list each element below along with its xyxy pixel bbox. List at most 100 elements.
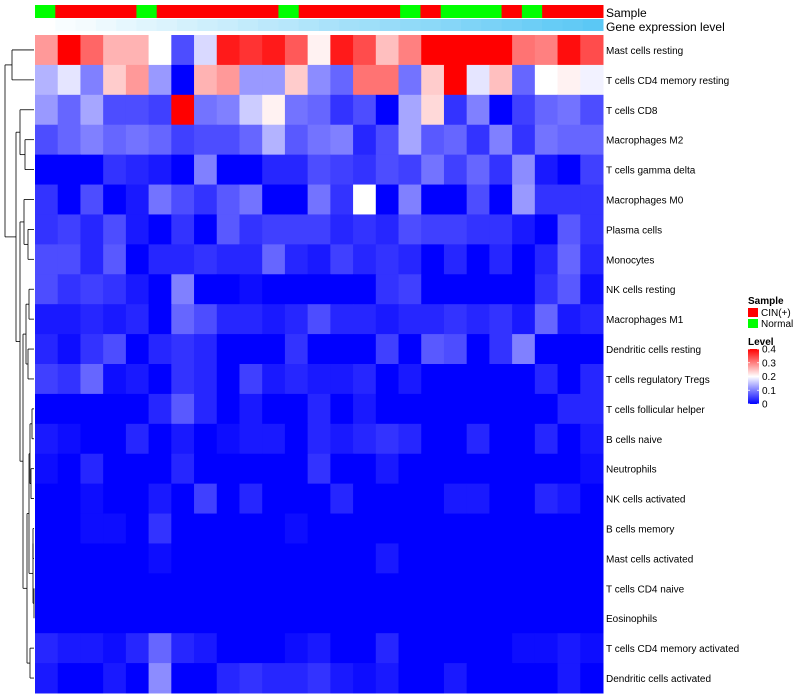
heatmap-cell (284, 35, 309, 66)
row-label: Plasma cells (606, 225, 662, 236)
heatmap-cell (80, 64, 104, 96)
heatmap-cell (239, 573, 263, 604)
heatmap-cell (194, 214, 218, 245)
heatmap-cell (57, 244, 81, 275)
heatmap-cell (194, 603, 218, 634)
heatmap-cell (262, 663, 286, 694)
heatmap-cell (353, 364, 377, 395)
row-label: Macrophages M2 (606, 136, 684, 147)
heatmap-cell (284, 214, 309, 245)
legend-tick-label: 0.4 (762, 345, 776, 356)
heatmap-cell (375, 304, 400, 335)
heatmap-cell (171, 334, 195, 365)
heatmap-cell (125, 154, 150, 186)
heatmap-cell (330, 214, 354, 245)
heatmap-cell (330, 393, 354, 425)
heatmap-cell (103, 663, 127, 694)
expression-annotation-cell (400, 19, 421, 31)
heatmap-cell (330, 64, 354, 96)
expression-annotation-cell (298, 19, 320, 31)
row-label: T cells CD4 memory resting (606, 76, 729, 87)
heatmap-cell (489, 423, 513, 455)
heatmap-cell (307, 35, 331, 66)
heatmap-cell (421, 274, 445, 305)
heatmap-cell (512, 184, 536, 215)
heatmap-cell (148, 423, 172, 455)
heatmap-cell (534, 184, 559, 215)
heatmap-cell (466, 573, 490, 604)
heatmap-cell (125, 603, 150, 634)
heatmap-cell (580, 573, 604, 604)
heatmap-cell (125, 94, 150, 126)
heatmap-cell (194, 244, 218, 275)
heatmap-cell (148, 274, 172, 305)
heatmap-cell (57, 94, 81, 126)
heatmap-cell (103, 393, 127, 425)
heatmap-cell (443, 603, 468, 634)
heatmap-cell (466, 603, 490, 634)
heatmap-cell (148, 304, 172, 335)
heatmap-cell (239, 184, 263, 215)
heatmap-cell (353, 603, 377, 634)
heatmap-cell (35, 513, 59, 544)
heatmap-cell (239, 244, 263, 275)
heatmap-cell (421, 543, 445, 574)
heatmap-cell (284, 364, 309, 395)
heatmap-cell (148, 35, 172, 66)
heatmap-cell (307, 543, 331, 574)
heatmap-cell (262, 244, 286, 275)
heatmap-cell (171, 603, 195, 634)
heatmap-cell (194, 124, 218, 156)
heatmap-cell (307, 453, 331, 485)
heatmap-cell (330, 543, 354, 574)
heatmap-cell (194, 513, 218, 544)
heatmap-cell (398, 184, 422, 215)
heatmap-cell (171, 154, 195, 186)
heatmap-cell (421, 423, 445, 455)
heatmap-cell (35, 453, 59, 485)
heatmap-cell (580, 304, 604, 335)
heatmap-cell (580, 453, 604, 485)
heatmap-cell (353, 94, 377, 126)
heatmap-cell (375, 513, 400, 544)
heatmap-cell (216, 573, 240, 604)
heatmap-cell (580, 423, 604, 455)
heatmap-cell (443, 663, 468, 694)
heatmap-cell (125, 334, 150, 365)
heatmap-cell (262, 184, 286, 215)
heatmap-cell (35, 184, 59, 215)
heatmap-cell (443, 35, 468, 66)
row-label: Mast cells resting (606, 46, 683, 57)
row-label: T cells gamma delta (606, 166, 696, 177)
heatmap-cell (216, 603, 240, 634)
legend-normal-label: Normal (761, 319, 793, 330)
heatmap-cell (443, 304, 468, 335)
heatmap-cell (421, 663, 445, 694)
heatmap-cell (421, 94, 445, 126)
heatmap-cell (216, 513, 240, 544)
heatmap-cell (534, 543, 559, 574)
heatmap-cell (103, 214, 127, 245)
heatmap-cell (534, 453, 559, 485)
heatmap-cell (557, 513, 581, 544)
heatmap-cell (330, 304, 354, 335)
heatmap-cell (375, 393, 400, 425)
heatmap-cell (580, 35, 604, 66)
heatmap-cell (330, 35, 354, 66)
heatmap-cell (57, 603, 81, 634)
heatmap-cell (398, 573, 422, 604)
heatmap-cell (443, 573, 468, 604)
heatmap-cell (125, 633, 150, 664)
row-label: Eosinophils (606, 614, 657, 625)
heatmap-cell (216, 35, 240, 66)
heatmap-cell (35, 603, 59, 634)
heatmap-cell (194, 633, 218, 664)
heatmap-cell (262, 453, 286, 485)
heatmap-cell (284, 633, 309, 664)
heatmap-cell (421, 453, 445, 485)
heatmap-cell (262, 304, 286, 335)
heatmap-cell (557, 633, 581, 664)
heatmap-cell (57, 513, 81, 544)
heatmap-cell (284, 304, 309, 335)
heatmap-cell (80, 573, 104, 604)
